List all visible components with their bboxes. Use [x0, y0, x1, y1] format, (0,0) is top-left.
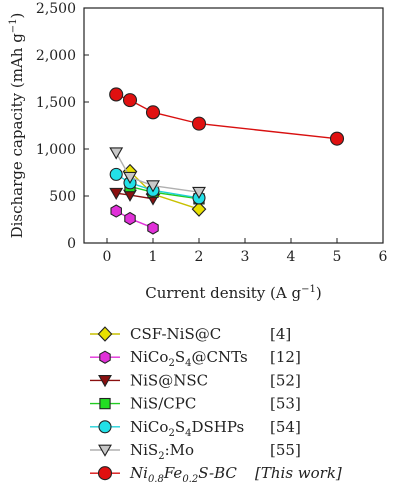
data-point [99, 350, 111, 364]
data-point [146, 180, 160, 193]
legend-ref: [54] [270, 418, 301, 436]
legend-label-part: Ni [129, 464, 148, 482]
data-point [109, 167, 123, 181]
legend-label-part: 2 [158, 451, 164, 462]
y-tick-label: 0 [67, 236, 76, 252]
y-axis-label-part: −1 [8, 18, 19, 33]
legend-label: NiCo2S4@CNTs [130, 348, 248, 369]
x-tick-label: 3 [241, 249, 250, 265]
data-point [97, 466, 113, 481]
legend-label-part: 2 [168, 358, 174, 369]
x-tick-label: 1 [149, 249, 158, 265]
ticks: 0 1 2 3 4 5 6 0 500 1,000 1,500 2,000 2,500 [36, 1, 388, 265]
legend-item: NiS@NSC [52] [90, 371, 301, 389]
legend-label: NiS/CPC [130, 395, 196, 413]
y-axis-label-part: Discharge capacity (mAh g [8, 33, 26, 239]
legend-item: NiCo2S4@CNTs [12] [90, 348, 301, 369]
x-axis-label-part: Current density (A g [145, 284, 301, 302]
legend-label-part: DSHPs [191, 418, 244, 436]
axes [83, 7, 384, 244]
data-point [99, 397, 111, 410]
axis-labels: Current density (A g−1) Discharge capaci… [8, 13, 322, 302]
legend-item: NiS2:Mo [55] [90, 441, 301, 462]
legend-item: NiCo2S4DSHPs [54] [90, 418, 301, 439]
legend-ref: [52] [270, 371, 301, 389]
legend-ref: [This work] [255, 464, 342, 482]
legend-label-part: CSF-NiS@C [130, 325, 221, 343]
series-layer [109, 87, 345, 235]
data-point [98, 444, 112, 457]
data-point [191, 116, 207, 131]
x-tick-label: 5 [333, 249, 342, 265]
legend-label-part: NiCo [130, 348, 168, 366]
x-axis-label: Current density (A g−1) [145, 284, 321, 302]
legend-label-part: 4 [185, 428, 191, 439]
data-point [122, 93, 138, 108]
x-tick-label: 0 [103, 249, 112, 265]
data-point [98, 375, 112, 388]
legend: CSF-NiS@C [4]NiCo2S4@CNTs [12]NiS@NSC [52]N… [90, 325, 342, 485]
data-point [124, 211, 136, 226]
series-1 [110, 204, 159, 235]
legend-label-part: 2 [168, 428, 174, 439]
y-tick-label: 1,000 [36, 142, 76, 158]
legend-label: NiS@NSC [130, 371, 208, 389]
data-point [109, 147, 124, 160]
legend-item: Ni0.8Fe0.2S-BC [This work] [90, 464, 342, 485]
legend-ref: [12] [270, 348, 301, 366]
data-point [192, 186, 206, 200]
x-axis-label-part: −1 [301, 284, 316, 295]
data-point [329, 131, 345, 146]
legend-label-part: NiS/CPC [130, 395, 196, 413]
legend-ref: [55] [270, 441, 301, 459]
legend-item: CSF-NiS@C [4] [90, 325, 291, 343]
data-point [191, 201, 207, 217]
legend-label: Ni0.8Fe0.2S-BC [129, 464, 237, 485]
legend-label-part: 0.2 [182, 474, 198, 485]
legend-label: NiCo2S4DSHPs [130, 418, 244, 439]
data-point [123, 171, 137, 185]
legend-label-part: 0.8 [148, 474, 164, 485]
x-tick-label: 6 [379, 249, 388, 265]
legend-label-part: S [175, 348, 185, 366]
legend-label-part: S [175, 418, 185, 436]
y-tick-label: 2,000 [36, 48, 76, 64]
series-line [115, 152, 200, 193]
data-point [145, 105, 161, 120]
data-point [109, 87, 124, 102]
data-point [110, 204, 122, 218]
legend-label: NiS2:Mo [130, 441, 194, 462]
y-tick-label: 1,500 [36, 95, 76, 111]
series-line [115, 173, 200, 199]
legend-ref: [4] [270, 325, 291, 343]
series-6 [109, 87, 345, 146]
x-tick-label: 2 [195, 249, 204, 265]
x-tick-label: 4 [287, 249, 296, 265]
y-tick-label: 500 [49, 189, 76, 205]
legend-item: NiS/CPC [53] [90, 395, 301, 413]
y-axis-label: Discharge capacity (mAh g−1) [8, 13, 26, 239]
legend-label-part: NiS [130, 441, 158, 459]
legend-label-part: S-BC [198, 464, 237, 482]
legend-label-part: 4 [185, 358, 191, 369]
legend-label-part: :Mo [165, 441, 194, 459]
legend-label-part: NiCo [130, 418, 168, 436]
data-point [109, 187, 124, 200]
legend-ref: [53] [270, 395, 301, 413]
legend-label-part: Fe [163, 464, 183, 482]
legend-label-part: NiS@NSC [130, 371, 208, 389]
data-point [98, 420, 112, 434]
legend-label-part: @CNTs [191, 348, 247, 366]
legend-label: CSF-NiS@C [130, 325, 221, 343]
data-point [97, 326, 113, 342]
y-axis-label-part: ) [8, 13, 26, 19]
x-axis-label-part: ) [316, 284, 322, 302]
plot-frame [83, 7, 384, 244]
data-point [147, 221, 159, 235]
series-5 [109, 147, 206, 200]
y-tick-label: 2,500 [36, 1, 76, 17]
